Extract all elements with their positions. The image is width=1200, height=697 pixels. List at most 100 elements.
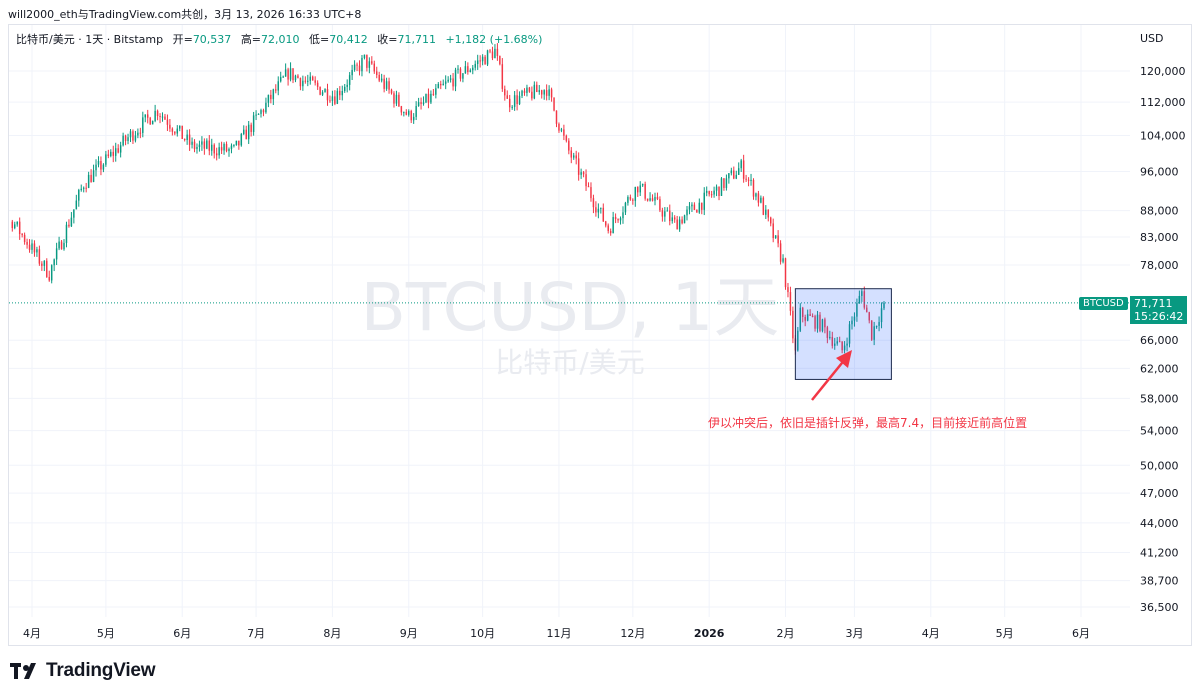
candle-body (558, 123, 560, 131)
candle-body (215, 153, 218, 156)
symbol-price-tag: BTCUSD (1079, 297, 1128, 310)
y-tick-label: 83,000 (1140, 231, 1179, 244)
candle-body (282, 76, 284, 78)
candle-body (275, 89, 277, 91)
candle-body (701, 202, 703, 210)
open-label: 开= (172, 33, 193, 46)
candle-body (420, 102, 422, 104)
tradingview-brand[interactable]: TradingView (10, 660, 156, 682)
candle-body (735, 174, 737, 179)
candle-body (358, 65, 361, 72)
candle-body (585, 174, 587, 187)
candle-body (523, 90, 526, 93)
candle-body (311, 76, 314, 81)
candle-body (853, 316, 856, 321)
y-tick-label: 54,000 (1140, 425, 1179, 438)
candle-body (437, 83, 440, 89)
candle-body (427, 93, 430, 103)
candle-body (563, 129, 565, 136)
candle-body (484, 56, 486, 65)
candle-body (609, 231, 612, 234)
y-tick-label: 112,000 (1140, 96, 1186, 109)
candle-body (400, 106, 403, 113)
candle-body (868, 312, 870, 321)
candle-body (297, 75, 299, 79)
candle-body (627, 197, 629, 203)
candle-body (43, 260, 46, 266)
candle-body (50, 265, 53, 281)
candle-body (472, 67, 474, 71)
candle-body (151, 120, 154, 125)
candle-body (247, 124, 250, 140)
candle-body (363, 54, 366, 58)
candle-body (284, 69, 287, 77)
close-value: 71,711 (397, 33, 436, 46)
candle-body (383, 78, 385, 89)
candle-body (119, 145, 122, 153)
candle-body (605, 221, 607, 226)
y-tick-label: 88,000 (1140, 205, 1179, 218)
candle-body (127, 137, 129, 141)
candle-body (181, 125, 183, 139)
candle-body (720, 178, 723, 196)
candle-body (681, 219, 683, 224)
candle-body (676, 219, 678, 230)
candle-body (784, 258, 787, 288)
tradingview-logo-icon (10, 663, 36, 679)
candle-body (661, 210, 664, 217)
annotation-text: 伊以冲突后，依旧是插针反弹，最高7.4，目前接近前高位置 (708, 415, 1027, 430)
x-tick-label: 4月 (23, 627, 41, 640)
candle-body (649, 198, 651, 201)
candle-body (213, 144, 215, 154)
candle-body (454, 69, 457, 87)
candle-body (816, 314, 819, 329)
candle-body (21, 234, 23, 236)
candle-body (737, 168, 740, 175)
low-value: 70,412 (329, 33, 368, 46)
candle-body (880, 308, 883, 323)
candle-body (14, 224, 16, 229)
candle-body (528, 87, 531, 92)
candle-body (713, 190, 715, 195)
candle-body (95, 164, 97, 171)
x-tick-label: 6月 (1072, 627, 1090, 640)
candle-body (252, 115, 255, 132)
candle-body (124, 135, 127, 141)
candle-body (457, 68, 459, 70)
candle-body (129, 131, 132, 138)
candle-body (78, 190, 80, 201)
candle-body (755, 193, 757, 197)
candle-body (169, 124, 171, 129)
candle-body (307, 80, 309, 82)
candle-body (873, 326, 875, 340)
candle-body (866, 307, 868, 313)
candle-body (65, 224, 68, 243)
candle-body (46, 260, 48, 277)
candle-body (508, 98, 511, 108)
open-value: 70,537 (192, 33, 232, 46)
candle-body (31, 243, 33, 250)
candle-body (356, 64, 358, 66)
candle-body (211, 144, 213, 151)
candle-body (11, 221, 14, 229)
candle-body (875, 325, 878, 327)
candle-body (750, 179, 752, 181)
candle-body (33, 243, 36, 253)
annotation-arrow-head (836, 350, 852, 368)
candle-body (521, 90, 523, 96)
candle-body (467, 66, 469, 73)
candle-body (442, 83, 444, 86)
candle-body (122, 135, 124, 146)
x-tick-label: 12月 (620, 627, 645, 640)
currency-label[interactable]: USD (1140, 32, 1164, 45)
candle-body (464, 66, 467, 74)
candle-body (540, 90, 543, 95)
candle-body (346, 84, 348, 87)
candle-body (191, 141, 193, 145)
candle-body (733, 170, 735, 179)
candle-body (154, 110, 156, 121)
candle-body (742, 160, 745, 179)
candle-body (501, 64, 504, 89)
candle-body (725, 178, 728, 188)
